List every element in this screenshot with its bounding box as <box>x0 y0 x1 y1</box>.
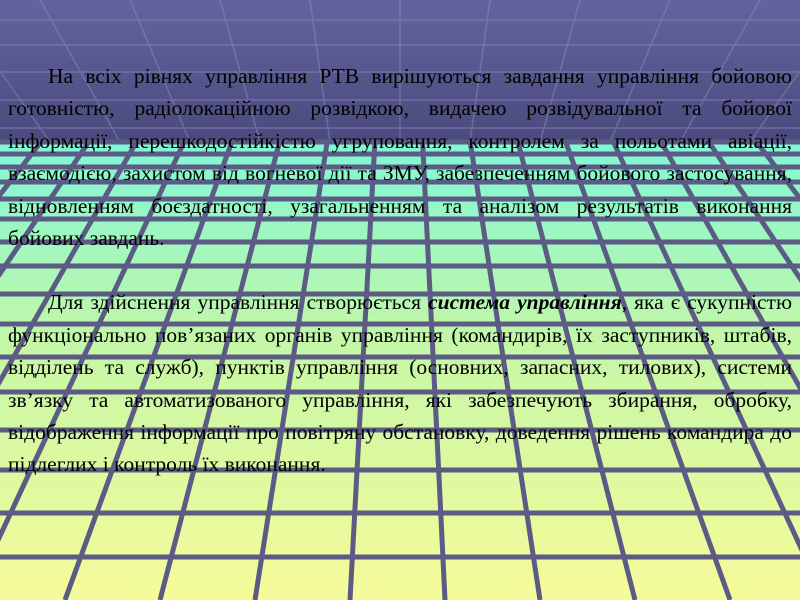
emphasis-term: система управління <box>428 290 622 315</box>
grid-line-vertical <box>420 141 448 600</box>
sky-grid-line <box>679 0 761 143</box>
grid-line-vertical <box>62 141 235 600</box>
grid-line-vertical <box>515 141 638 600</box>
sky-grid-line <box>0 69 51 143</box>
sky-grid-line <box>749 69 800 143</box>
paragraph-2: Для здійснення управління створюється си… <box>8 286 792 480</box>
sky-grid-line <box>309 0 331 143</box>
grid-line-vertical <box>467 141 543 600</box>
paragraph-1: На всіх рівнях управління РТВ вирішуютьс… <box>8 64 792 251</box>
grid-line-vertical <box>0 140 139 386</box>
grid-line-vertical <box>347 141 378 600</box>
grid-line-vertical <box>0 140 187 542</box>
paragraph-2-intro: Для здійснення управління створюється <box>48 290 429 315</box>
sky-grid-line <box>219 0 261 143</box>
grid-line-vertical <box>706 140 800 283</box>
grid-line-vertical <box>252 141 330 600</box>
paragraph-2-body: , яка є сукупністю функціонально пов’яза… <box>8 290 793 477</box>
sky-grid-line <box>39 0 121 143</box>
slide-body-text: На всіх рівнях управління РТВ вирішуютьс… <box>8 60 792 481</box>
sky-grid-line <box>539 0 581 143</box>
grid-line-vertical <box>563 141 733 600</box>
sky-grid-line <box>469 0 491 143</box>
sky-grid-line <box>129 0 191 143</box>
grid-line-vertical <box>611 140 800 552</box>
grid-line-vertical <box>0 140 91 279</box>
grid-line-vertical <box>157 141 282 600</box>
grid-line-vertical <box>658 140 800 393</box>
sky-grid-line <box>609 0 671 143</box>
